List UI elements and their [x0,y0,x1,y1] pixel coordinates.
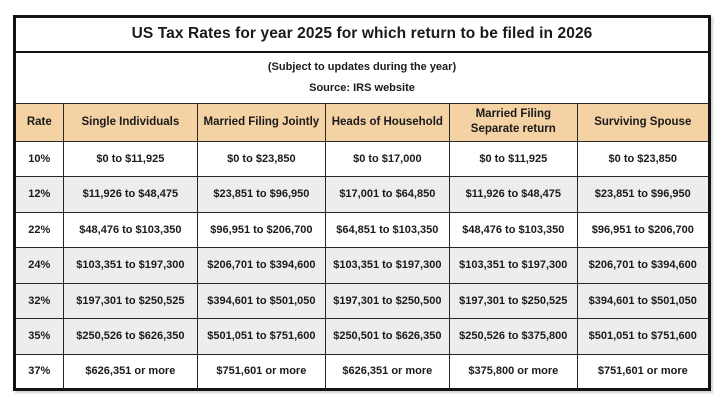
table-title: US Tax Rates for year 2025 for which ret… [14,16,710,53]
rate-cell: 22% [14,211,64,248]
table-row: 22% $48,476 to $103,350 $96,951 to $206,… [14,211,711,248]
bracket-cell: $48,476 to $103,350 [449,211,578,248]
bracket-cell: $0 to $23,850 [197,140,326,177]
bracket-cell: $0 to $17,000 [324,140,451,177]
bracket-cell: $626,351 or more [324,353,451,390]
table-row: 12% $11,926 to $48,475 $23,851 to $96,95… [14,176,711,213]
bracket-cell: $17,001 to $64,850 [324,176,451,213]
rate-cell: 35% [14,318,64,355]
table-row: 10% $0 to $11,925 $0 to $23,850 $0 to $1… [14,140,711,177]
column-header-surviving-spouse: Surviving Spouse [576,102,711,142]
bracket-cell: $103,351 to $197,300 [449,247,578,284]
column-header-rate: Rate [14,102,64,142]
subtitle-note: (Subject to updates during the year) [267,60,457,73]
bracket-cell: $394,601 to $501,050 [197,282,326,319]
header-row: Rate Single Individuals Married Filing J… [14,102,711,142]
bracket-cell: $626,351 or more [62,353,199,390]
bracket-cell: $206,701 to $394,600 [576,247,711,284]
bracket-cell: $64,851 to $103,350 [324,211,451,248]
table-row: 24% $103,351 to $197,300 $206,701 to $39… [14,247,711,284]
title-row: US Tax Rates for year 2025 for which ret… [14,16,710,53]
bracket-cell: $250,526 to $375,800 [449,318,578,355]
column-header-married-filing-jointly: Married Filing Jointly [197,102,326,142]
bracket-cell: $394,601 to $501,050 [576,282,711,319]
bracket-cell: $206,701 to $394,600 [197,247,326,284]
bracket-cell: $751,601 or more [197,353,326,390]
bracket-cell: $375,800 or more [449,353,578,390]
subtitle-row: (Subject to updates during the year) Sou… [14,51,710,104]
bracket-cell: $23,851 to $96,950 [197,176,326,213]
table-row: 32% $197,301 to $250,525 $394,601 to $50… [14,282,711,319]
bracket-cell: $48,476 to $103,350 [62,211,199,248]
bracket-cell: $96,951 to $206,700 [197,211,326,248]
bracket-cell: $0 to $11,925 [449,140,578,177]
bracket-cell: $0 to $11,925 [62,140,199,177]
rate-cell: 32% [14,282,64,319]
bracket-cell: $11,926 to $48,475 [62,176,199,213]
bracket-cell: $0 to $23,850 [576,140,711,177]
rate-cell: 10% [14,140,64,177]
bracket-cell: $23,851 to $96,950 [576,176,711,213]
rate-cell: 37% [14,353,64,390]
column-header-heads-of-household: Heads of Household [324,102,451,142]
bracket-cell: $11,926 to $48,475 [449,176,578,213]
bracket-cell: $751,601 or more [576,353,711,390]
tax-rates-table: US Tax Rates for year 2025 for which ret… [13,15,711,391]
bracket-cell: $197,301 to $250,500 [324,282,451,319]
table-row: 35% $250,526 to $626,350 $501,051 to $75… [14,318,711,355]
bracket-cell: $250,526 to $626,350 [62,318,199,355]
rate-cell: 12% [14,176,64,213]
column-header-single-individuals: Single Individuals [62,102,199,142]
table-row: 37% $626,351 or more $751,601 or more $6… [14,353,711,390]
rate-cell: 24% [14,247,64,284]
subtitle-source: Source: IRS website [309,81,415,94]
bracket-cell: $197,301 to $250,525 [449,282,578,319]
bracket-cell: $96,951 to $206,700 [576,211,711,248]
bracket-cell: $250,501 to $626,350 [324,318,451,355]
bracket-cell: $103,351 to $197,300 [62,247,199,284]
bracket-cell: $197,301 to $250,525 [62,282,199,319]
bracket-cell: $501,051 to $751,600 [576,318,711,355]
bracket-cell: $103,351 to $197,300 [324,247,451,284]
column-header-married-filing-separate: Married Filing Separate return [449,102,578,142]
table-subtitle-block: (Subject to updates during the year) Sou… [14,51,710,104]
bracket-cell: $501,051 to $751,600 [197,318,326,355]
